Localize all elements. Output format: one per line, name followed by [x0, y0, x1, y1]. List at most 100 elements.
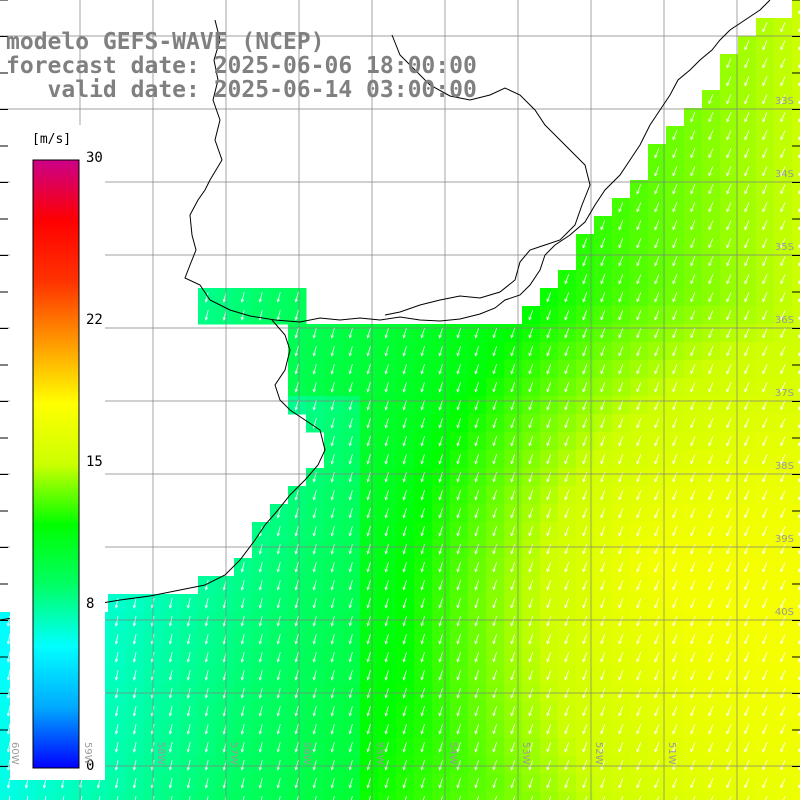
wind-arrow-head — [546, 532, 550, 537]
wind-arrow-head — [456, 730, 460, 735]
wind-arrow — [600, 436, 606, 446]
field-cell — [306, 792, 325, 800]
wind-arrow — [582, 364, 588, 374]
wind-arrow-head — [798, 154, 800, 159]
wind-arrow-head — [600, 280, 604, 285]
wind-arrow — [564, 742, 570, 752]
wind-arrow — [690, 544, 696, 554]
wind-arrow-head — [438, 496, 442, 501]
wind-arrow-head — [780, 748, 784, 753]
wind-arrow-head — [690, 424, 694, 429]
wind-arrow-head — [762, 406, 766, 411]
wind-arrow-head — [654, 766, 658, 771]
wind-arrow-head — [330, 424, 334, 429]
wind-arrow-head — [744, 388, 748, 393]
wind-arrow — [187, 616, 191, 626]
wind-arrow — [403, 382, 407, 392]
wind-arrow-head — [456, 586, 460, 591]
wind-arrow — [672, 238, 678, 248]
wind-arrow — [780, 22, 786, 32]
wind-arrow-head — [654, 604, 658, 609]
wind-arrow — [654, 166, 660, 176]
wind-arrow — [618, 652, 624, 662]
wind-arrow-head — [276, 514, 281, 519]
wind-arrow-head — [618, 244, 622, 249]
wind-arrow — [205, 652, 209, 662]
wind-arrow-head — [762, 154, 766, 159]
wind-arrow-head — [582, 388, 586, 393]
wind-arrow — [313, 364, 317, 374]
wind-arrow — [762, 598, 768, 608]
field-cell — [792, 360, 800, 379]
wind-arrow — [690, 670, 696, 680]
wind-arrow — [492, 526, 498, 536]
wind-arrow — [618, 328, 624, 338]
wind-arrow — [421, 346, 425, 356]
wind-arrow-head — [654, 676, 658, 681]
wind-arrow — [600, 418, 606, 428]
wind-arrow-head — [492, 532, 496, 537]
wind-arrow-head — [762, 298, 766, 303]
wind-arrow-head — [294, 658, 298, 663]
wind-arrow-head — [132, 730, 137, 735]
wind-arrow — [726, 220, 732, 230]
wind-arrow — [710, 796, 714, 800]
wind-arrow — [475, 382, 479, 392]
wind-arrow-head — [564, 442, 568, 447]
wind-arrow-head — [672, 352, 676, 357]
wind-arrow — [492, 634, 498, 644]
wind-arrow-head — [276, 676, 281, 681]
wind-arrow — [762, 256, 768, 266]
wind-arrow-head — [798, 226, 800, 231]
wind-arrow — [331, 634, 335, 644]
wind-arrow — [564, 652, 570, 662]
wind-arrow-head — [564, 640, 568, 645]
wind-arrow-head — [420, 784, 424, 789]
wind-arrow — [439, 652, 443, 662]
wind-arrow-head — [384, 478, 388, 483]
wind-arrow — [726, 580, 732, 590]
wind-arrow — [403, 580, 407, 590]
wind-arrow-head — [744, 136, 748, 141]
wind-arrow — [259, 760, 263, 770]
wind-arrow-head — [798, 730, 800, 735]
wind-arrow-head — [114, 766, 119, 771]
wind-arrow — [205, 670, 209, 680]
wind-arrow — [385, 490, 389, 500]
wind-arrow-head — [384, 748, 388, 753]
wind-arrow — [295, 562, 299, 572]
wind-arrow-head — [564, 766, 568, 771]
wind-arrow — [708, 508, 714, 518]
wind-arrow-head — [600, 352, 604, 357]
wind-arrow-head — [384, 334, 388, 339]
field-cell — [792, 540, 800, 559]
wind-arrow-head — [402, 370, 406, 375]
wind-arrow-head — [438, 550, 442, 555]
wind-arrow — [546, 400, 552, 410]
wind-arrow — [744, 724, 750, 734]
wind-arrow-head — [654, 154, 658, 159]
wind-arrow — [780, 544, 786, 554]
wind-arrow — [457, 580, 461, 590]
wind-arrow — [726, 346, 732, 356]
wind-arrow — [636, 616, 642, 626]
wind-arrow — [780, 724, 786, 734]
wind-arrow-head — [312, 406, 316, 411]
wind-arrow-head — [582, 514, 586, 519]
wind-arrow — [762, 76, 768, 86]
wind-arrow-head — [312, 568, 316, 573]
wind-arrow-head — [528, 460, 532, 465]
wind-arrow — [475, 580, 479, 590]
wind-arrow — [726, 436, 732, 446]
wind-arrow-head — [276, 298, 281, 303]
wind-arrow-head — [690, 550, 694, 555]
wind-arrow-head — [564, 712, 568, 717]
wind-arrow-head — [492, 694, 496, 699]
wind-arrow — [295, 706, 299, 716]
wind-arrow-head — [168, 658, 173, 663]
wind-arrow-head — [672, 568, 676, 573]
wind-arrow — [510, 652, 516, 662]
wind-arrow — [636, 490, 642, 500]
wind-arrow-head — [312, 766, 316, 771]
latitude-label: 36S — [774, 315, 794, 326]
